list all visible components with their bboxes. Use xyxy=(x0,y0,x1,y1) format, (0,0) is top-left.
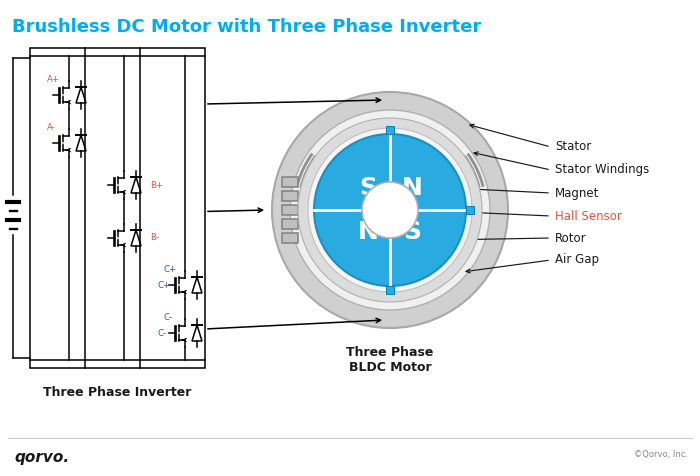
Text: B+: B+ xyxy=(150,180,163,189)
Text: qorvo.: qorvo. xyxy=(14,450,69,465)
Bar xyxy=(466,206,474,214)
Text: N: N xyxy=(402,176,422,200)
Text: Stator Windings: Stator Windings xyxy=(555,163,650,177)
Bar xyxy=(282,233,298,243)
Bar xyxy=(30,48,205,368)
Text: Stator: Stator xyxy=(555,140,592,153)
Text: B-: B- xyxy=(150,234,159,242)
Circle shape xyxy=(298,118,482,302)
Text: S: S xyxy=(403,220,421,244)
Text: Rotor: Rotor xyxy=(555,231,587,245)
Circle shape xyxy=(308,128,472,292)
Text: Air Gap: Air Gap xyxy=(555,254,599,267)
Text: Hall Sensor: Hall Sensor xyxy=(555,209,622,222)
Bar xyxy=(386,126,394,134)
Text: C-: C- xyxy=(163,313,172,321)
Text: N: N xyxy=(358,220,379,244)
Circle shape xyxy=(290,110,490,310)
Bar xyxy=(282,205,298,215)
Text: C-: C- xyxy=(158,328,167,337)
Text: Brushless DC Motor with Three Phase Inverter: Brushless DC Motor with Three Phase Inve… xyxy=(12,18,482,36)
Text: C+: C+ xyxy=(163,265,176,274)
Text: A-: A- xyxy=(47,122,56,131)
Text: ©Qorvo, Inc.: ©Qorvo, Inc. xyxy=(634,450,688,459)
Bar xyxy=(282,191,298,201)
Text: C+: C+ xyxy=(158,280,172,289)
Text: Three Phase Inverter: Three Phase Inverter xyxy=(43,386,192,399)
Bar xyxy=(282,177,298,187)
Bar xyxy=(386,286,394,294)
Bar xyxy=(282,219,298,229)
Text: S: S xyxy=(359,176,377,200)
Text: A+: A+ xyxy=(47,75,60,83)
Text: Magnet: Magnet xyxy=(555,187,599,199)
Text: Three Phase
BLDC Motor: Three Phase BLDC Motor xyxy=(346,346,434,374)
Circle shape xyxy=(314,134,466,286)
Circle shape xyxy=(362,182,418,238)
Circle shape xyxy=(272,92,508,328)
